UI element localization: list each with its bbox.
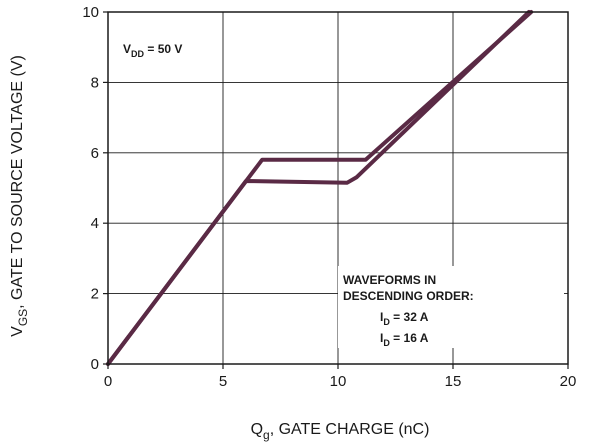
- legend-item-16a: ID = 16 A: [380, 331, 429, 348]
- y-tick-label-6: 6: [91, 145, 99, 162]
- y-tick-label-0: 0: [91, 356, 99, 373]
- vdd-annotation-box: [110, 32, 218, 66]
- x-tick-label-0: 0: [104, 373, 112, 390]
- x-tick-label-20: 20: [560, 373, 577, 390]
- x-tick-label-5: 5: [219, 373, 227, 390]
- legend-title-line-1: WAVEFORMS IN: [343, 273, 436, 287]
- x-tick-label-10: 10: [330, 373, 347, 390]
- y-axis-title: VGS, GATE TO SOURCE VOLTAGE (V): [9, 55, 30, 337]
- tick-labels: 0 5 10 15 20 0 2 4 6 8 10: [82, 4, 576, 390]
- y-tick-label-2: 2: [91, 286, 99, 303]
- legend-title-line-2: DESCENDING ORDER:: [343, 289, 474, 303]
- y-tick-label-8: 8: [91, 74, 99, 91]
- x-axis-title: Qg, GATE CHARGE (nC): [251, 421, 430, 442]
- grid: [108, 12, 568, 364]
- x-tick-label-15: 15: [445, 373, 462, 390]
- y-tick-label-4: 4: [91, 215, 99, 232]
- y-tick-label-10: 10: [82, 4, 99, 21]
- series: [106, 10, 534, 366]
- legend-box: [338, 266, 564, 348]
- series-line-1: [106, 10, 531, 366]
- vdd-annotation: VDD = 50 V: [123, 42, 182, 59]
- legend-item-32a: ID = 32 A: [380, 310, 429, 327]
